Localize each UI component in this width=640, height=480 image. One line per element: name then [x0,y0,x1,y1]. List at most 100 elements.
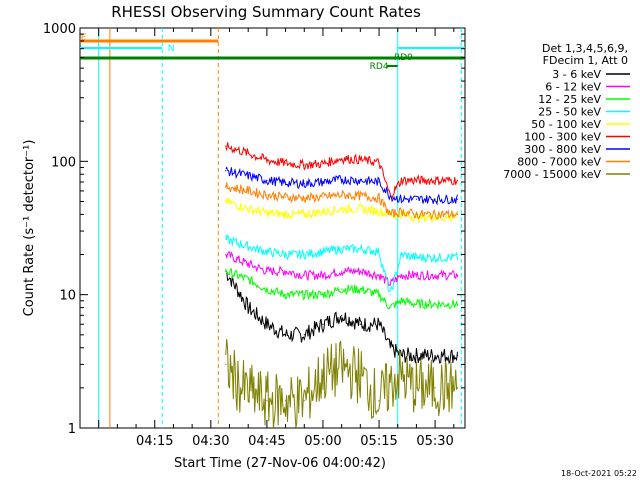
data-point [456,198,459,200]
data-point [247,190,249,192]
data-point [378,274,380,276]
data-point [400,354,403,357]
data-point [456,354,459,357]
data-point [303,294,305,296]
data-point [322,210,324,213]
series-line [225,182,459,221]
data-point [415,198,418,200]
data-point [456,213,459,215]
data-point [341,248,343,250]
data-point [225,270,227,272]
data-point [434,387,436,389]
series-line [225,166,459,206]
data-point [303,334,305,336]
data-point [303,253,305,256]
annotation-label: E [81,33,87,43]
data-point [284,334,287,336]
data-point [284,162,287,164]
data-point [266,323,268,325]
data-point [284,294,287,296]
data-point [303,274,305,276]
data-point [247,175,249,177]
plot-frame [79,27,466,429]
data-point [389,306,391,309]
data-point [322,323,324,325]
data-point [322,294,324,296]
data-point [266,270,268,272]
data-point [303,164,305,166]
footer-timestamp: 18-Oct-2021 05:22 [561,469,637,478]
data-point [266,159,268,161]
data-point [266,179,268,181]
x-axis-label: Start Time (27-Nov-06 04:00:42) [174,456,386,471]
data-point [434,256,436,259]
legend-entry-label: 100 - 300 keV [524,131,601,144]
data-point [284,253,287,256]
data-point [400,198,403,200]
x-tick-label: 05:15 [360,434,397,449]
data-point [415,256,418,259]
data-point [284,213,287,215]
data-point [225,253,227,256]
data-point [359,248,361,250]
data-point [341,194,343,196]
data-point [378,251,380,253]
data-point [378,323,380,325]
data-point [400,274,403,276]
data-point [415,354,418,357]
data-point [322,163,324,165]
data-point [415,274,418,276]
data-point [341,270,343,272]
data-point [456,179,459,181]
data-point [400,210,403,213]
data-point [378,400,380,402]
data-point [359,179,361,181]
data-point [434,198,436,200]
annotation-label: N [168,44,175,54]
data-point [247,245,249,248]
series-line [225,234,459,296]
data-point [341,367,343,369]
data-point [378,181,380,183]
data-point [415,213,418,215]
legend-entry-label: 25 - 50 keV [538,106,601,119]
data-point [415,303,418,305]
data-point [456,274,459,276]
y-tick-label: 100 [51,155,76,170]
data-point [456,256,459,259]
series-line [225,142,459,200]
data-point [266,400,268,402]
data-point [434,213,436,215]
data-point [247,306,249,309]
data-point [359,374,361,376]
data-point [378,294,380,296]
series-path [225,182,458,221]
series-line [225,338,459,429]
data-point [303,183,305,185]
legend: Det 1,3,4,5,6,9,FDecim 1, Att 03 - 6 keV… [503,42,630,181]
data-point [434,303,436,305]
chart-title: RHESSI Observing Summary Count Rates [111,3,421,21]
data-point [225,238,227,240]
data-point [415,387,418,389]
data-point [225,363,227,365]
legend-entry-label: 3 - 6 keV [552,68,601,81]
data-point [303,400,305,402]
data-point [359,195,361,197]
data-point [225,185,227,187]
x-tick-label: 04:45 [248,434,285,449]
data-point [389,347,391,349]
data-point [322,374,324,376]
data-point [266,194,268,196]
data-point [303,213,305,215]
data-point [456,303,459,305]
series-path [225,142,458,200]
series-line [225,268,459,311]
data-point [341,288,343,290]
data-point [378,210,380,213]
data-point [284,196,287,198]
data-point [434,274,436,276]
data-point [225,170,227,172]
data-point [247,278,249,281]
data-point [415,216,418,218]
